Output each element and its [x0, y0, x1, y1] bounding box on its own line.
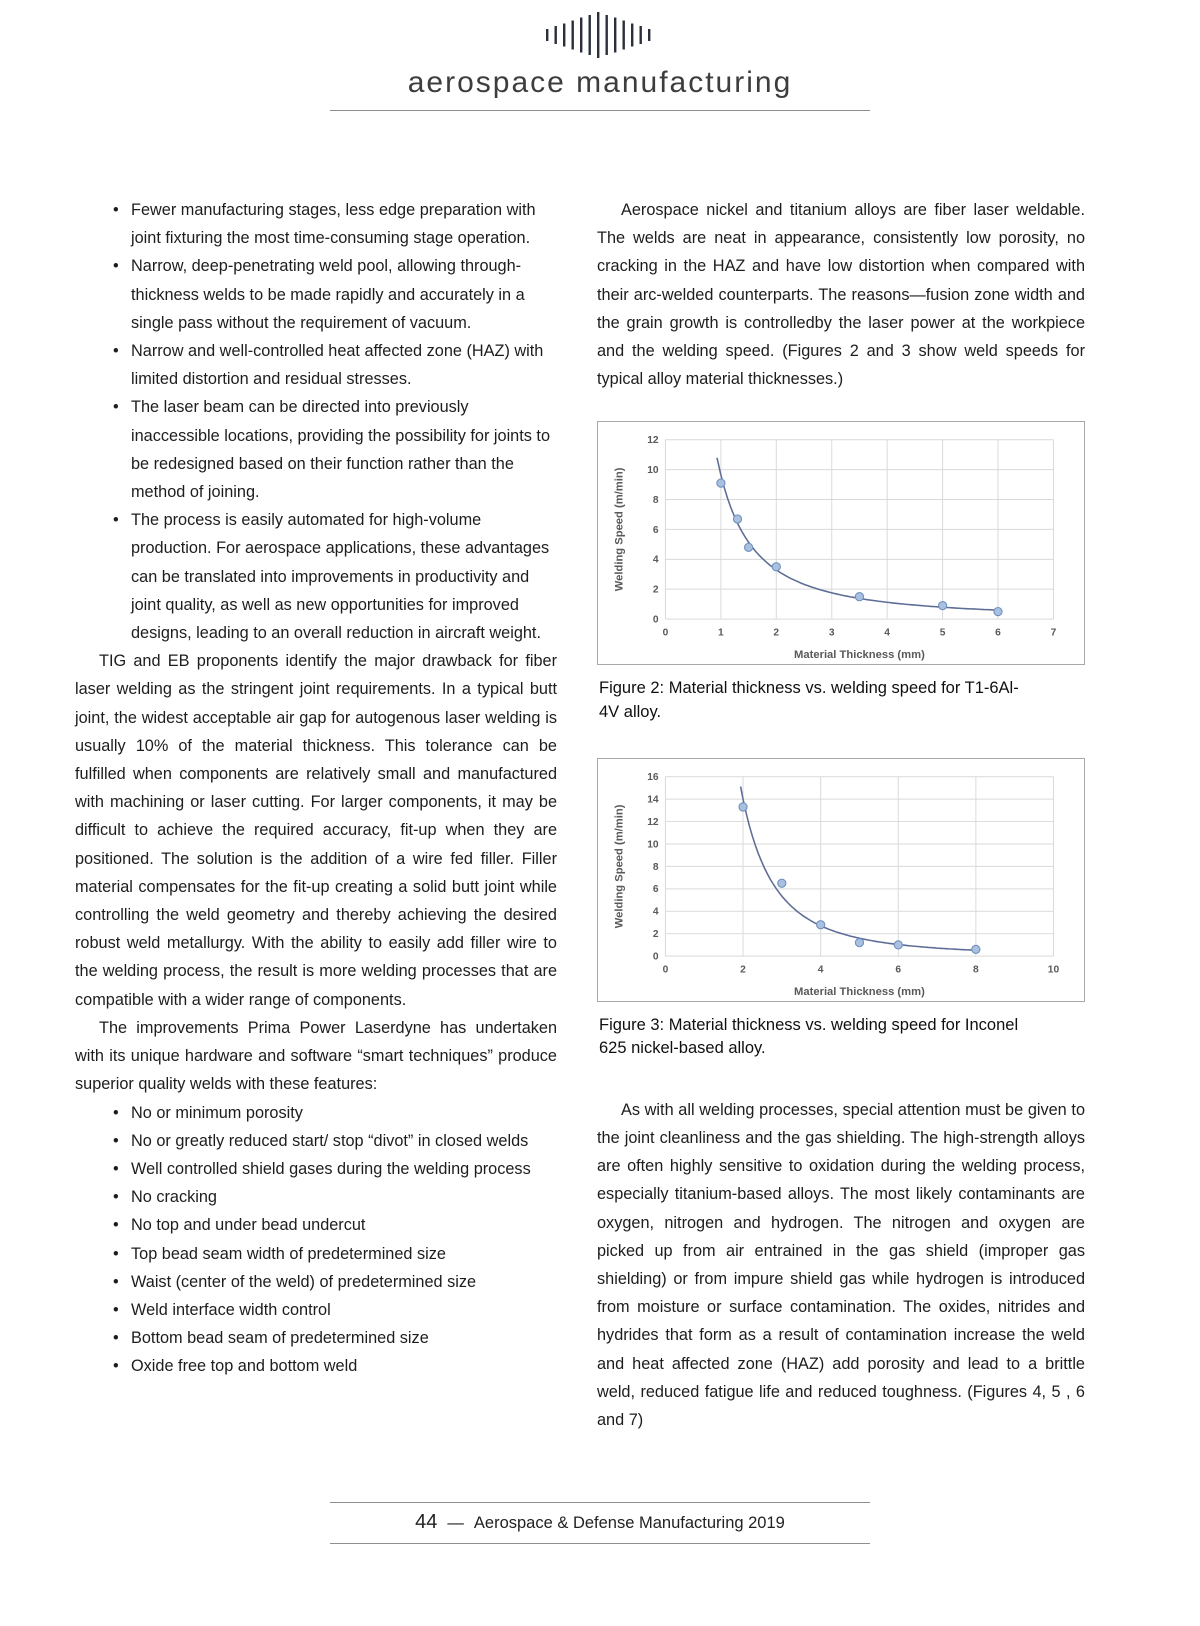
- svg-text:0: 0: [663, 628, 669, 639]
- page-header: aerospace manufacturing: [0, 0, 1200, 111]
- advantage-item: The process is easily automated for high…: [113, 506, 557, 647]
- svg-text:Material Thickness (mm): Material Thickness (mm): [794, 650, 925, 662]
- advantage-item: Fewer manufacturing stages, less edge pr…: [113, 196, 557, 252]
- svg-text:4: 4: [653, 906, 659, 917]
- figure-3-caption: Figure 3: Material thickness vs. welding…: [599, 1015, 1019, 1057]
- figure-3-chart: 0 2 4 6 8 10 12 14 16 0 2 4 6 8 10 Welding Speed (m/min…: [597, 757, 1085, 1002]
- svg-text:14: 14: [647, 794, 659, 805]
- page-number: 44: [415, 1511, 438, 1533]
- svg-text:2: 2: [653, 929, 659, 940]
- svg-text:0: 0: [653, 951, 659, 962]
- advantage-item: Narrow, deep-penetrating weld pool, allo…: [113, 252, 557, 337]
- footer-divider-top: [330, 1502, 870, 1503]
- svg-text:6: 6: [895, 964, 901, 975]
- svg-text:4: 4: [884, 628, 890, 639]
- svg-text:10: 10: [647, 465, 659, 476]
- feature-item: Top bead seam width of predetermined siz…: [113, 1240, 557, 1268]
- advantage-item: Narrow and well-controlled heat affected…: [113, 337, 557, 393]
- feature-item: Oxide free top and bottom weld: [113, 1352, 557, 1380]
- svg-text:7: 7: [1051, 628, 1057, 639]
- svg-text:8: 8: [653, 861, 659, 872]
- svg-text:2: 2: [653, 585, 659, 596]
- svg-text:16: 16: [647, 772, 659, 783]
- svg-text:Welding Speed (m/min): Welding Speed (m/min): [614, 468, 626, 592]
- svg-text:4: 4: [818, 964, 824, 975]
- right-column: Aerospace nickel and titanium alloys are…: [597, 196, 1085, 1434]
- svg-text:1: 1: [718, 628, 724, 639]
- svg-text:4: 4: [653, 555, 659, 566]
- publication-name: Aerospace & Defense Manufacturing 2019: [473, 1514, 785, 1532]
- svg-text:10: 10: [1048, 964, 1060, 975]
- feature-item: No top and under bead undercut: [113, 1211, 557, 1239]
- feature-item: Bottom bead seam of predetermined size: [113, 1324, 557, 1352]
- svg-text:12: 12: [647, 436, 659, 447]
- paragraph-contamination: As with all welding processes, special a…: [597, 1100, 1085, 1430]
- svg-text:8: 8: [653, 495, 659, 506]
- figure-2-chart: 0 2 4 6 8 10 12 0 1 2 3 4 5 6 7 Welding Speed (m/min) Ma…: [597, 421, 1085, 666]
- left-column: Fewer manufacturing stages, less edge pr…: [75, 196, 557, 1434]
- svg-text:6: 6: [653, 525, 659, 536]
- publication-logo-icon: [0, 10, 1200, 62]
- feature-item: Waist (center of the weld) of predetermi…: [113, 1268, 557, 1296]
- feature-item: Well controlled shield gases during the …: [113, 1155, 557, 1183]
- svg-text:3: 3: [829, 628, 835, 639]
- advantages-list: Fewer manufacturing stages, less edge pr…: [113, 196, 557, 647]
- publication-title: aerospace manufacturing: [407, 66, 793, 99]
- svg-text:8: 8: [973, 964, 979, 975]
- svg-text:6: 6: [995, 628, 1001, 639]
- article-body: Fewer manufacturing stages, less edge pr…: [75, 196, 1085, 1434]
- footer-divider-bottom: [330, 1543, 870, 1544]
- weld-features-list: No or minimum porosity No or greatly red…: [113, 1099, 557, 1381]
- svg-text:12: 12: [647, 817, 659, 828]
- figure-3: 0 2 4 6 8 10 12 14 16 0 2 4 6 8 10 Welding Speed (m/min…: [597, 757, 1085, 1060]
- page-footer: 44 — Aerospace & Defense Manufacturing 201…: [0, 1502, 1200, 1544]
- svg-text:2: 2: [740, 964, 746, 975]
- paragraph-alloys-intro: Aerospace nickel and titanium alloys are…: [597, 201, 1085, 389]
- feature-item: No or minimum porosity: [113, 1099, 557, 1127]
- feature-item: No cracking: [113, 1183, 557, 1211]
- figure-2-caption: Figure 2: Material thickness vs. welding…: [599, 679, 1019, 721]
- paragraph-improvements: The improvements Prima Power Laserdyne h…: [75, 1018, 557, 1094]
- paragraph-tig-eb: TIG and EB proponents identify the major…: [75, 652, 557, 1009]
- feature-item: No or greatly reduced start/ stop “divot…: [113, 1127, 557, 1155]
- svg-text:Welding Speed (m/min): Welding Speed (m/min): [614, 804, 626, 928]
- svg-text:6: 6: [653, 884, 659, 895]
- svg-text:2: 2: [773, 628, 779, 639]
- svg-text:0: 0: [653, 615, 659, 626]
- svg-text:Material Thickness (mm): Material Thickness (mm): [794, 986, 925, 998]
- footer-separator: —: [447, 1514, 464, 1532]
- svg-text:0: 0: [663, 964, 669, 975]
- header-divider: [330, 110, 870, 111]
- footer-text: 44 — Aerospace & Defense Manufacturing 201…: [0, 1503, 1200, 1543]
- feature-item: Weld interface width control: [113, 1296, 557, 1324]
- svg-text:5: 5: [940, 628, 946, 639]
- figure-2: 0 2 4 6 8 10 12 0 1 2 3 4 5 6 7 Welding Speed (m/min) Ma…: [597, 421, 1085, 723]
- svg-text:10: 10: [647, 839, 659, 850]
- advantage-item: The laser beam can be directed into prev…: [113, 393, 557, 506]
